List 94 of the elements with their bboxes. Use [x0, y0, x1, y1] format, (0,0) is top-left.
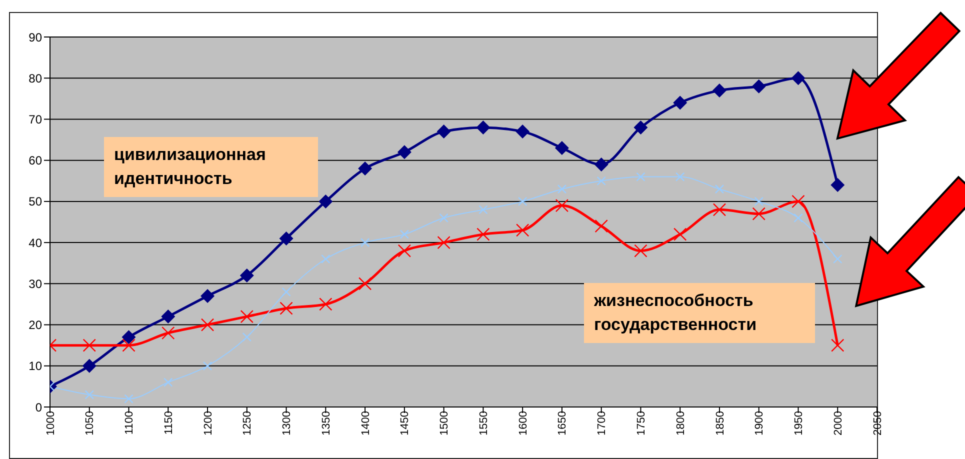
point: [358, 277, 372, 290]
point: [400, 230, 410, 239]
y-tick-label: 40: [28, 236, 42, 250]
point: [752, 207, 766, 220]
y-tick-label: 0: [35, 400, 42, 414]
x-tick-label: 1900: [754, 411, 766, 436]
x-tick-label: 1750: [636, 411, 648, 436]
x-tick-label: 2050: [872, 411, 884, 436]
x-tick-label: 1400: [360, 411, 372, 436]
x-tick-label: 1250: [242, 411, 254, 436]
x-tick-label: 1650: [556, 411, 569, 436]
point: [161, 310, 176, 324]
x-tick-label: 1550: [478, 411, 490, 436]
point: [398, 244, 412, 258]
y-tick-label: 10: [28, 359, 42, 374]
point: [437, 236, 450, 250]
point: [162, 326, 175, 340]
point: [554, 141, 569, 155]
y-tick-label: 50: [28, 194, 42, 209]
x-tick-label: 1700: [596, 411, 608, 436]
x-tick-label: 1150: [162, 411, 175, 435]
point: [712, 83, 726, 98]
x-tick-label: 1200: [202, 411, 214, 436]
x-tick-label: 1050: [84, 411, 96, 436]
point: [636, 172, 646, 182]
point: [557, 184, 567, 194]
note-box: жизнеспособность государственности: [584, 283, 815, 343]
point: [634, 120, 648, 134]
point: [596, 176, 606, 186]
point: [318, 194, 333, 208]
point: [516, 124, 530, 139]
point: [164, 378, 173, 387]
point: [202, 361, 212, 370]
x-tick-label: 1500: [438, 411, 451, 436]
y-tick-label: 90: [28, 30, 42, 44]
point: [321, 254, 330, 264]
point: [754, 196, 764, 206]
point: [791, 71, 806, 86]
x-tick-label: 1350: [320, 411, 332, 436]
point: [476, 120, 490, 134]
point: [282, 287, 291, 296]
y-tick-label: 80: [28, 71, 42, 86]
point: [792, 194, 805, 208]
point: [555, 198, 569, 212]
point: [82, 358, 96, 373]
point: [594, 157, 608, 172]
point: [319, 298, 332, 311]
point: [673, 228, 687, 241]
x-tick-label: 1300: [281, 411, 294, 436]
x-tick-label: 1950: [793, 411, 806, 436]
x-tick-label: 1600: [517, 411, 530, 436]
x-tick-label: 1850: [714, 411, 726, 436]
point: [752, 79, 766, 94]
point: [124, 394, 134, 404]
point: [122, 338, 136, 352]
point: [242, 332, 252, 342]
x-tick-label: 1800: [674, 411, 687, 436]
point: [594, 220, 608, 233]
x-tick-label: 1100: [124, 411, 136, 435]
point: [436, 124, 451, 139]
point: [714, 184, 724, 194]
point: [84, 390, 94, 400]
point: [794, 213, 803, 222]
point: [830, 178, 845, 192]
y-tick-label: 70: [28, 112, 42, 126]
point: [240, 310, 254, 324]
point: [476, 228, 490, 241]
point: [358, 162, 372, 176]
point: [831, 338, 844, 352]
y-tick-label: 60: [28, 154, 42, 168]
point: [200, 289, 215, 303]
point: [712, 203, 726, 216]
point: [280, 302, 293, 315]
point: [516, 224, 530, 237]
point: [673, 96, 688, 110]
point: [200, 318, 214, 332]
point: [397, 145, 412, 160]
y-tick-label: 20: [28, 318, 42, 332]
point: [240, 268, 254, 282]
note-box: цивилизационная идентичность: [104, 137, 318, 197]
point: [82, 338, 96, 352]
point: [122, 330, 136, 344]
x-tick-label: 1450: [399, 411, 412, 436]
point: [833, 254, 842, 264]
point: [675, 172, 685, 182]
point: [634, 244, 648, 258]
point: [439, 213, 448, 222]
x-tick-label: 2000: [832, 411, 844, 436]
y-tick-label: 30: [28, 276, 42, 291]
x-tick-label: 1000: [44, 411, 57, 436]
point: [478, 205, 488, 214]
point: [518, 196, 528, 206]
point: [279, 231, 294, 246]
point: [360, 238, 370, 248]
